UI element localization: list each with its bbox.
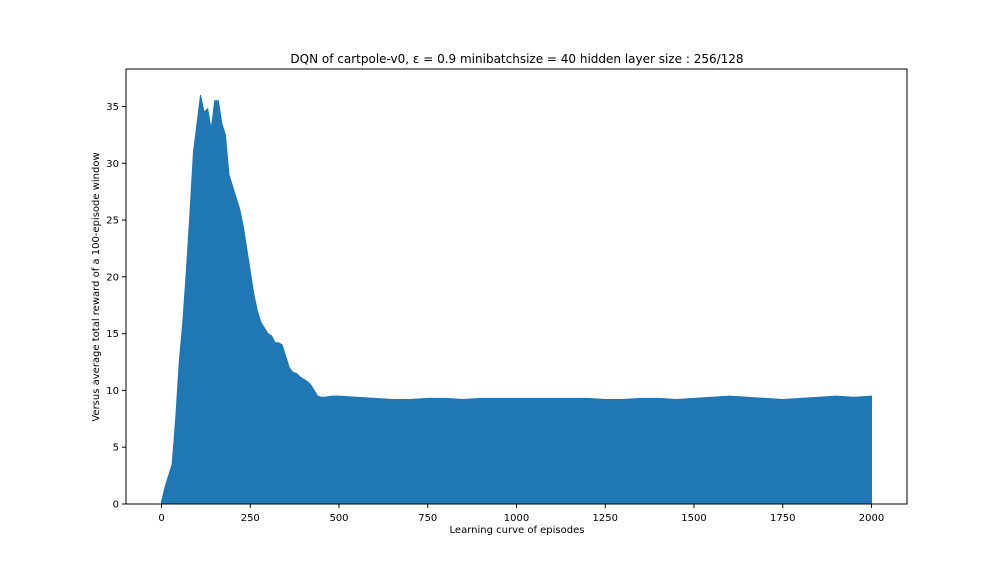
- x-axis-ticks: 0 250 500 750 1000 1250 1500 1750 2000: [158, 504, 884, 524]
- x-tick-label: 0: [158, 513, 164, 524]
- x-tick-label: 750: [418, 513, 437, 524]
- y-tick-label: 20: [106, 272, 119, 283]
- y-tick-label: 0: [113, 500, 119, 511]
- y-tick-label: 10: [106, 386, 119, 397]
- y-tick-label: 25: [106, 216, 119, 227]
- x-tick-label: 1250: [593, 513, 618, 524]
- plot-frame: [125, 68, 908, 505]
- y-tick-label: 5: [113, 443, 119, 454]
- plot-area: [161, 95, 872, 505]
- x-tick-label: 1000: [504, 513, 529, 524]
- x-tick-label: 500: [329, 513, 348, 524]
- y-tick-label: 35: [106, 102, 119, 113]
- chart-title: DQN of cartpole-v0, ε = 0.9 minibatchsiz…: [290, 52, 743, 66]
- x-axis-label: Learning curve of episodes: [450, 525, 585, 536]
- y-tick-label: 30: [106, 159, 119, 170]
- x-tick-label: 250: [241, 513, 260, 524]
- reward-area-series-0: [161, 95, 872, 505]
- y-axis-label: Versus average total reward of a 100-epi…: [91, 152, 102, 421]
- x-tick-label: 1500: [681, 513, 706, 524]
- x-tick-label: 1750: [770, 513, 795, 524]
- y-axis-ticks: 0 5 10 15 20 25 30 35: [106, 102, 126, 511]
- y-tick-label: 15: [106, 329, 119, 340]
- x-tick-label: 2000: [859, 513, 884, 524]
